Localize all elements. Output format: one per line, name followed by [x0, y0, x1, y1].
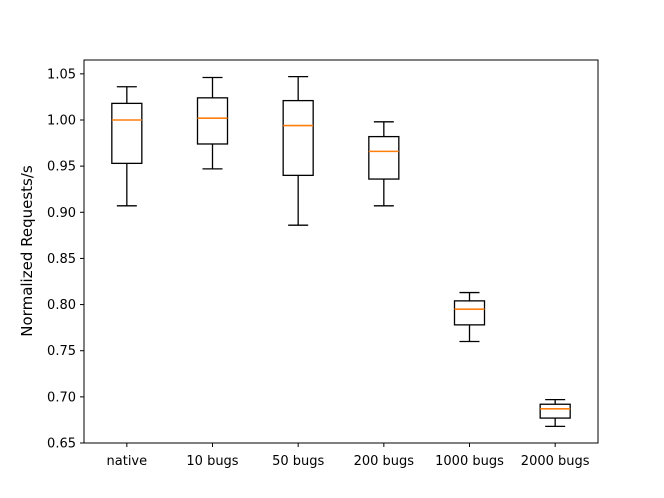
box-iqr	[282, 99, 314, 177]
y-tick-label: 1.05	[47, 67, 76, 82]
y-tick-label: 0.85	[47, 252, 76, 267]
box-group	[539, 398, 571, 428]
x-tick-label: native	[107, 454, 148, 469]
x-tick-label: 10 bugs	[186, 454, 238, 469]
y-tick-label: 0.75	[47, 344, 76, 359]
y-tick-label: 1.00	[47, 113, 76, 128]
x-tick-label: 2000 bugs	[521, 454, 590, 469]
box-group	[196, 76, 229, 170]
box-iqr	[196, 97, 229, 145]
y-tick-label: 0.90	[47, 206, 76, 221]
x-tick-label: 1000 bugs	[435, 454, 504, 469]
box-iqr	[368, 135, 400, 180]
plot-frame	[83, 59, 599, 444]
boxes-layer	[111, 75, 571, 428]
box-group	[111, 86, 143, 207]
y-axis-label: Normalized Requests/s	[18, 165, 36, 337]
y-tick-label: 0.70	[47, 390, 76, 405]
x-tick-label: 200 bugs	[354, 454, 415, 469]
box-group	[282, 75, 314, 226]
y-tick-label: 0.65	[47, 437, 76, 452]
y-tick-label: 0.80	[47, 298, 76, 313]
box-iqr	[453, 300, 486, 326]
y-axis: 0.65 0.70 0.75 0.80 0.85 0.90 0.95 1.00 1.05	[47, 67, 84, 452]
box-group	[368, 121, 400, 207]
box-iqr	[539, 403, 571, 419]
box-group	[453, 291, 486, 343]
y-tick-label: 0.95	[47, 160, 76, 175]
box-iqr	[111, 102, 143, 165]
x-tick-label: 50 bugs	[272, 454, 324, 469]
x-axis: native 10 bugs 50 bugs 200 bugs 1000 bugs 200…	[107, 443, 590, 469]
